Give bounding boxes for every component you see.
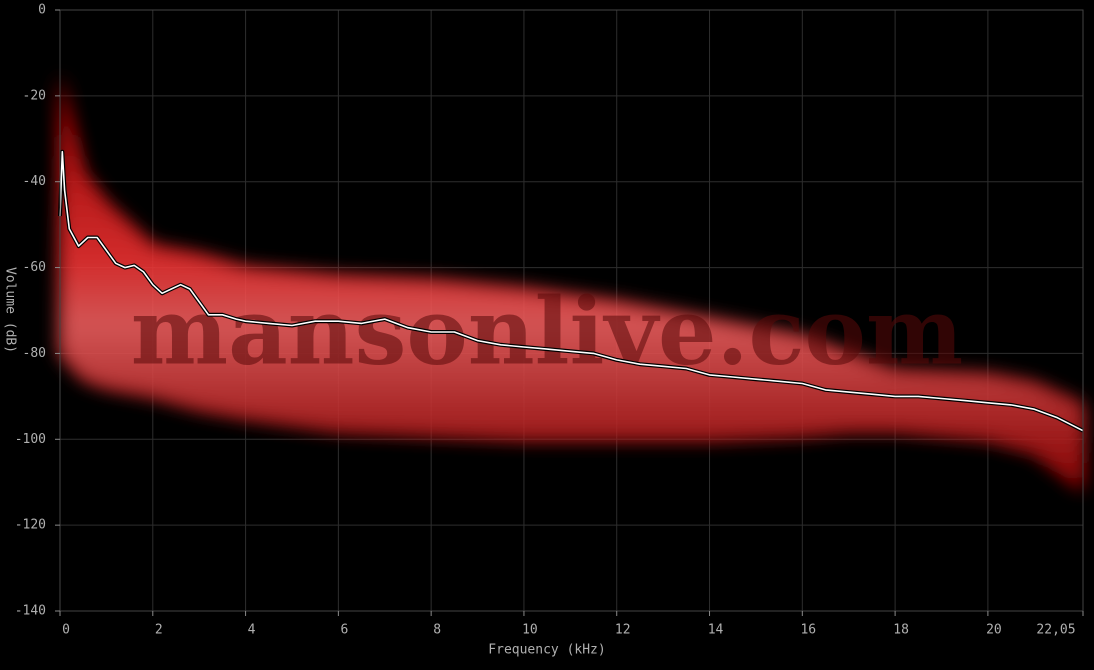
y-tick-label: 0 <box>38 3 46 18</box>
y-tick-label: -60 <box>23 260 46 275</box>
y-tick-label: -100 <box>15 432 46 447</box>
y-axis-label: Volume (dB) <box>3 267 18 353</box>
x-tick-label: 14 <box>708 623 724 638</box>
x-axis-label: Frequency (kHz) <box>488 643 605 658</box>
watermark: mansonlive.com <box>131 278 964 386</box>
x-tick-label: 2 <box>155 623 163 638</box>
y-tick-label: -80 <box>23 346 46 361</box>
x-tick-label: 22,05 <box>1036 623 1075 638</box>
x-tick-label: 8 <box>433 623 441 638</box>
y-tick-label: -120 <box>15 518 46 533</box>
x-tick-label: 10 <box>522 623 538 638</box>
x-tick-label: 20 <box>986 623 1002 638</box>
x-tick-label: 4 <box>248 623 256 638</box>
density-band-core <box>60 74 1083 491</box>
x-tick-label: 12 <box>615 623 631 638</box>
plot-frame <box>59 9 1084 612</box>
line <box>59 150 1084 432</box>
y-tick-label: -20 <box>23 88 46 103</box>
y-tick-label: -40 <box>23 174 46 189</box>
x-tick-label: 6 <box>340 623 348 638</box>
x-tick-label: 16 <box>800 623 816 638</box>
x-tick-label: 18 <box>893 623 909 638</box>
x-tick-label: 0 <box>62 623 70 638</box>
y-tick-label: -140 <box>15 604 46 619</box>
